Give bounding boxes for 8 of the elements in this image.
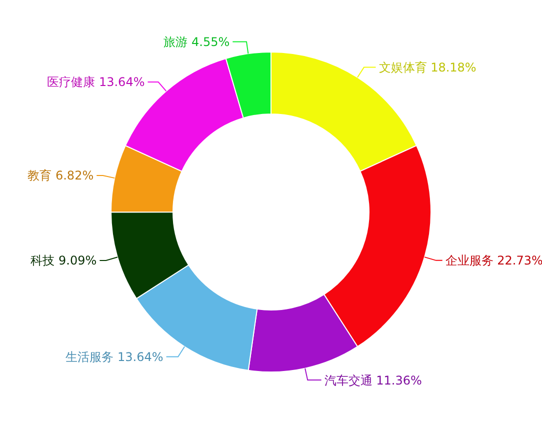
slice-label: 生活服务 13.64% xyxy=(66,350,164,364)
slice-label: 企业服务 22.73% xyxy=(445,254,542,268)
slice-label: 教育 6.82% xyxy=(28,168,94,183)
slice-label: 医疗健康 13.64% xyxy=(47,75,145,90)
slice-label: 科技 9.09% xyxy=(30,254,97,268)
legend-label: 汽车交通 11.36% xyxy=(324,373,422,388)
slice-label: 旅游 4.55% xyxy=(164,34,230,49)
slice-label: 文娱体育 18.18% xyxy=(378,60,476,74)
